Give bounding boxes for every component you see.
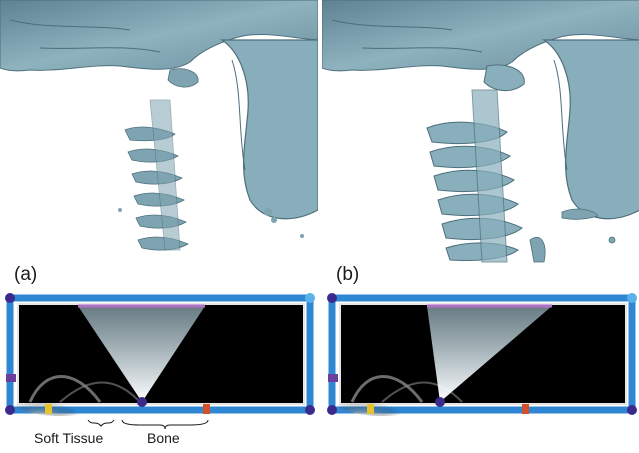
sphere-handle-icon[interactable] <box>305 293 315 303</box>
sphere-handle-icon[interactable] <box>627 293 637 303</box>
widget-frame <box>328 294 636 414</box>
triangle-apex-handle[interactable] <box>137 397 147 407</box>
bone-label: Bone <box>147 430 180 446</box>
panel-label-a: (a) <box>14 264 38 285</box>
sphere-handle-icon[interactable] <box>627 405 637 415</box>
bone-brace <box>121 419 209 430</box>
side-handle-icon[interactable] <box>6 374 16 382</box>
volume-render-a <box>0 0 318 251</box>
color-marker-icon[interactable] <box>45 404 52 414</box>
triangle-apex-handle[interactable] <box>435 397 445 407</box>
side-handle-icon[interactable] <box>328 374 338 382</box>
sphere-handle-icon[interactable] <box>305 405 315 415</box>
volume-render-b <box>322 0 639 263</box>
color-marker-icon[interactable] <box>203 404 210 414</box>
panel-b: (b) <box>322 0 639 453</box>
panel-label-b: (b) <box>336 264 360 285</box>
soft-tissue-label: Soft Tissue <box>34 430 104 446</box>
transfer-function-widget-b[interactable] <box>322 288 639 418</box>
sphere-handle-icon[interactable] <box>327 405 337 415</box>
sphere-handle-icon[interactable] <box>5 405 15 415</box>
triangle-widget-b[interactable] <box>427 306 552 402</box>
color-marker-icon[interactable] <box>367 404 374 414</box>
soft-tissue-brace <box>87 419 115 427</box>
panel-a: (a) <box>0 0 318 453</box>
sphere-handle-icon[interactable] <box>327 293 337 303</box>
triangle-widget-a[interactable] <box>78 306 205 402</box>
transfer-function-widget-a[interactable] <box>0 288 318 418</box>
vertebrae-b <box>426 64 525 263</box>
vertebrae-a <box>124 68 199 251</box>
sphere-handle-icon[interactable] <box>5 293 15 303</box>
color-marker-icon[interactable] <box>522 404 529 414</box>
widget-frame <box>6 294 314 414</box>
